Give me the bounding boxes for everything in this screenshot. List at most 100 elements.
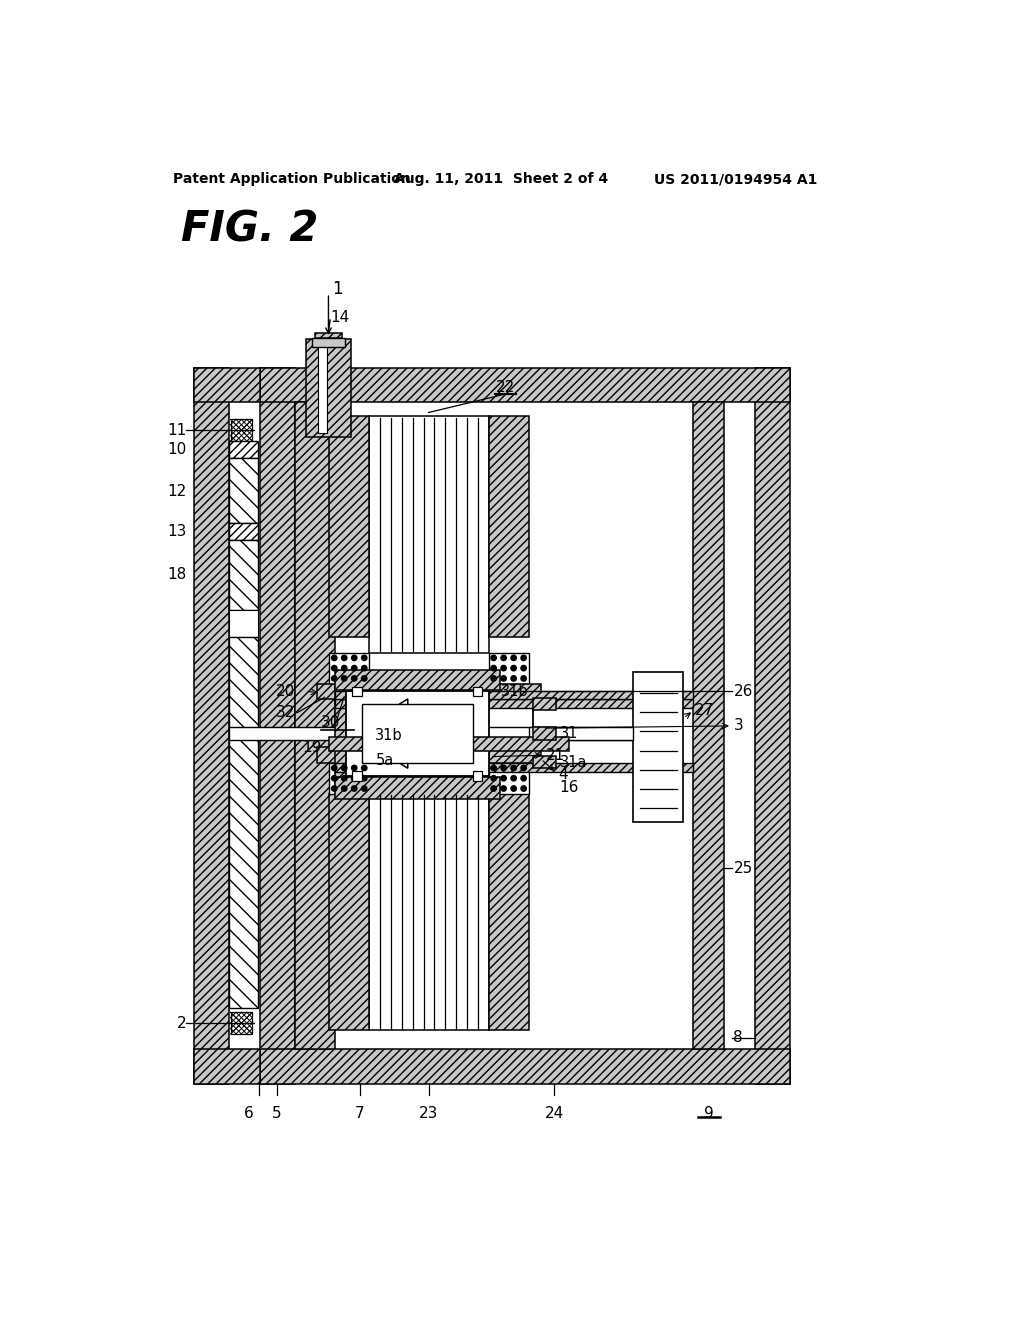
Text: Patent Application Publication: Patent Application Publication [173, 172, 411, 186]
Circle shape [361, 776, 367, 781]
Text: 26: 26 [733, 684, 753, 698]
Bar [229, 727, 335, 739]
Text: 9: 9 [703, 1106, 714, 1121]
Text: 10: 10 [168, 442, 186, 457]
Bar [488, 684, 541, 700]
Circle shape [361, 766, 367, 771]
Bar [195, 368, 229, 1084]
Circle shape [490, 655, 497, 660]
Text: 31a: 31a [559, 755, 587, 771]
Bar [312, 338, 345, 347]
Bar [229, 540, 258, 610]
Circle shape [521, 655, 526, 660]
Bar [532, 727, 556, 739]
Text: 2: 2 [177, 1015, 186, 1031]
Text: 6: 6 [244, 1106, 253, 1121]
Circle shape [332, 655, 337, 660]
Text: 24: 24 [545, 1106, 563, 1121]
Bar [532, 756, 556, 768]
Text: 22: 22 [496, 380, 515, 395]
Bar [488, 416, 528, 638]
Circle shape [351, 655, 357, 660]
Text: 31: 31 [559, 726, 578, 741]
Text: 8: 8 [733, 1030, 743, 1045]
Bar [352, 771, 361, 780]
Bar [330, 793, 370, 1030]
Circle shape [332, 766, 337, 771]
Circle shape [501, 676, 506, 681]
Circle shape [490, 776, 497, 781]
Circle shape [511, 676, 516, 681]
Bar [346, 692, 488, 776]
Bar [260, 368, 295, 1084]
Bar [532, 698, 556, 710]
Bar [317, 343, 327, 433]
Bar [260, 368, 790, 403]
Bar [370, 793, 488, 1030]
Bar [330, 653, 370, 684]
Bar [229, 458, 258, 524]
Text: 19: 19 [302, 741, 322, 755]
Bar [488, 653, 528, 684]
Bar [195, 368, 260, 403]
Text: 5a: 5a [376, 752, 393, 768]
Text: 12: 12 [168, 483, 186, 499]
Circle shape [332, 665, 337, 671]
Circle shape [351, 776, 357, 781]
Bar [316, 747, 370, 763]
Text: 30: 30 [321, 714, 340, 730]
Text: 31b: 31b [501, 684, 528, 698]
Circle shape [342, 676, 347, 681]
Bar [335, 777, 500, 799]
Bar [260, 1049, 790, 1084]
Circle shape [521, 766, 526, 771]
Circle shape [332, 785, 337, 791]
Bar [230, 420, 252, 441]
Bar [229, 524, 258, 540]
Text: 3: 3 [733, 718, 743, 734]
Bar [335, 671, 500, 689]
Bar [229, 610, 258, 636]
Bar [488, 747, 541, 763]
Circle shape [501, 665, 506, 671]
Text: 5: 5 [272, 1106, 282, 1121]
Bar [488, 763, 528, 793]
Circle shape [361, 665, 367, 671]
Bar [306, 339, 351, 437]
Bar [195, 1049, 260, 1084]
Bar [473, 771, 482, 780]
Circle shape [361, 655, 367, 660]
Circle shape [351, 665, 357, 671]
Bar [755, 368, 790, 1084]
Circle shape [521, 785, 526, 791]
Text: 16: 16 [559, 780, 579, 795]
Circle shape [351, 676, 357, 681]
Bar [330, 416, 370, 638]
Circle shape [490, 665, 497, 671]
Circle shape [521, 665, 526, 671]
Bar [693, 403, 724, 1049]
Bar [335, 680, 377, 788]
Text: 13: 13 [167, 524, 186, 540]
Circle shape [521, 776, 526, 781]
Circle shape [351, 785, 357, 791]
Text: 32: 32 [275, 705, 295, 721]
Text: 4: 4 [558, 767, 567, 781]
Bar [361, 705, 473, 763]
Circle shape [501, 766, 506, 771]
Text: FIG. 2: FIG. 2 [180, 209, 318, 251]
Text: 27: 27 [695, 704, 714, 718]
Text: 1: 1 [333, 280, 343, 298]
Text: 14: 14 [331, 310, 350, 325]
Circle shape [511, 655, 516, 660]
Bar [352, 686, 361, 696]
Circle shape [361, 676, 367, 681]
Circle shape [490, 785, 497, 791]
Bar [230, 1012, 252, 1034]
Text: 20: 20 [276, 684, 295, 698]
Text: 23: 23 [419, 1106, 438, 1121]
Circle shape [351, 766, 357, 771]
Circle shape [342, 776, 347, 781]
Text: 18: 18 [168, 568, 186, 582]
Circle shape [501, 655, 506, 660]
